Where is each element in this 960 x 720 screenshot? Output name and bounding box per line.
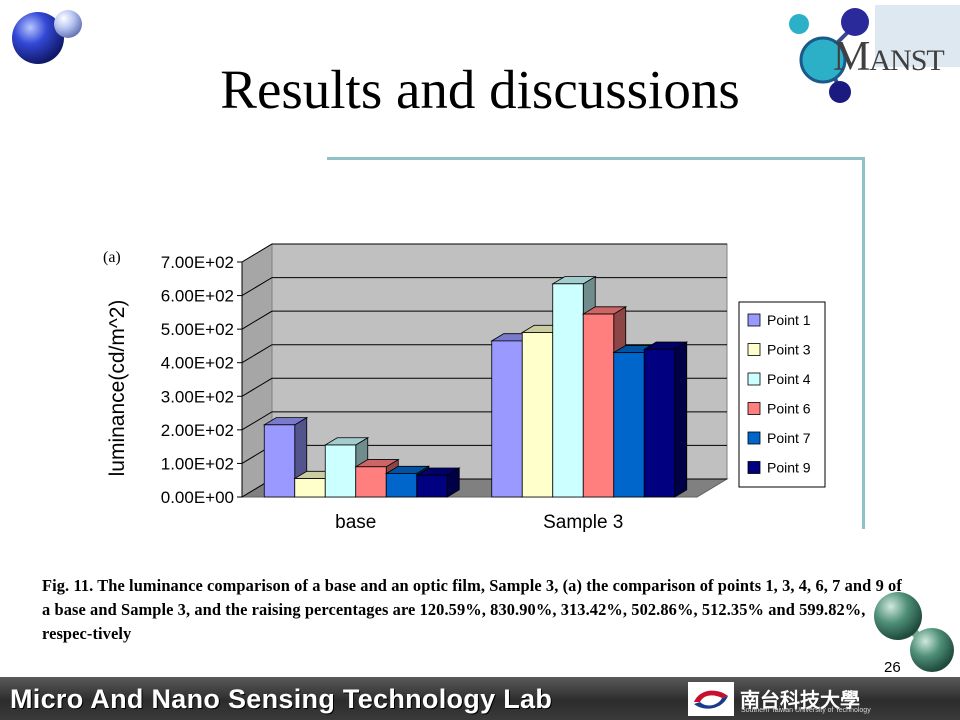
- lab-name: Micro And Nano Sensing Technology Lab: [10, 684, 553, 714]
- legend-swatch: [747, 313, 761, 327]
- y-axis-label: luminance(cd/m^2): [106, 300, 129, 477]
- x-category-label: Sample 3: [543, 512, 623, 533]
- molecule-bottom-icon: [874, 592, 954, 672]
- frame-line-top: [327, 157, 865, 160]
- y-tick-label: 4.00E+02: [161, 354, 234, 373]
- y-tick-label: 2.00E+02: [161, 421, 234, 440]
- slide-title: Results and discussions: [220, 59, 740, 120]
- legend-box: [738, 301, 826, 488]
- bar-side: [674, 341, 688, 498]
- legend-label: Point 7: [767, 430, 811, 446]
- bar-front: [385, 473, 418, 498]
- luminance-chart: 0.00E+00 1.00E+02 2.00E+02 3.00E+02 4.00E+02…: [103, 243, 826, 533]
- logo-text: MANST: [833, 34, 945, 80]
- y-tick-label: 0.00E+00: [161, 488, 234, 507]
- molecule-decoration-icon: [12, 10, 82, 64]
- footer-bar: [0, 677, 960, 720]
- legend-label: Point 1: [767, 312, 811, 328]
- bar-front: [416, 474, 448, 498]
- bar-front: [582, 313, 615, 498]
- bar-point-9-sample-3: [642, 341, 689, 498]
- university-name: 南台科技大學: [740, 690, 860, 712]
- bar-front: [324, 444, 357, 498]
- legend-label: Point 4: [767, 371, 811, 387]
- y-tick-label: 1.00E+02: [161, 454, 234, 473]
- bar-front: [613, 352, 645, 498]
- bar-front: [263, 424, 296, 498]
- legend-swatch: [747, 372, 761, 386]
- y-tick-label: 3.00E+02: [161, 387, 234, 406]
- legend-label: Point 3: [767, 342, 811, 358]
- bar-front: [491, 340, 523, 498]
- university-subtitle: Southern Taiwan University of Technology: [741, 707, 871, 714]
- bar-front: [294, 478, 326, 498]
- y-tick-label: 6.00E+02: [161, 287, 234, 306]
- y-tick-label: 7.00E+02: [161, 253, 234, 272]
- bar-front: [552, 283, 584, 498]
- legend-label: Point 9: [767, 460, 811, 476]
- figure-caption: Fig. 11. The luminance comparison of a b…: [42, 576, 902, 643]
- page-number: 26: [884, 659, 901, 676]
- university-logo-icon: [688, 682, 734, 716]
- legend-swatch: [747, 343, 761, 356]
- bar-front: [521, 332, 554, 498]
- y-tick-label: 5.00E+02: [161, 320, 234, 339]
- legend-swatch: [747, 461, 761, 474]
- x-category-label: base: [335, 512, 376, 533]
- bar-point-9-base: [415, 467, 461, 498]
- gridline: [241, 243, 727, 263]
- manst-logo-icon: [789, 5, 960, 103]
- frame-line-right: [862, 157, 865, 529]
- bar-front: [355, 466, 387, 498]
- legend-label: Point 6: [767, 401, 811, 417]
- legend-swatch: [747, 431, 761, 445]
- bar-front: [643, 348, 676, 498]
- panel-label: (a): [103, 249, 121, 266]
- legend-swatch: [747, 402, 761, 415]
